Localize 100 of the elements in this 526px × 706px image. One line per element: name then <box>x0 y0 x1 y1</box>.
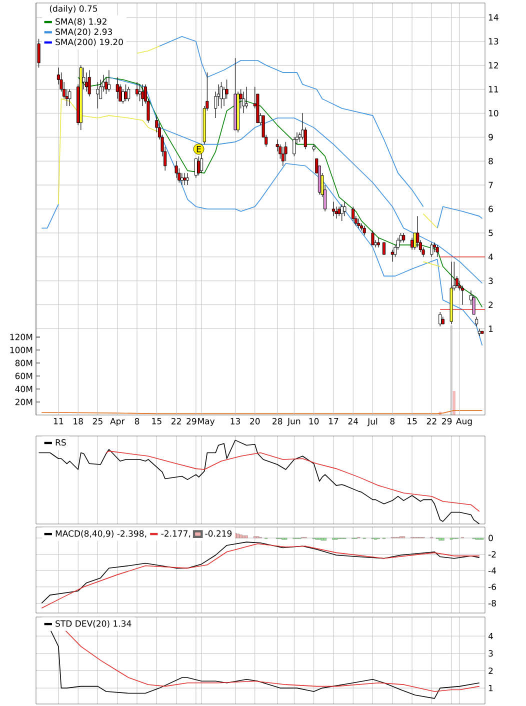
candlestick <box>334 206 338 219</box>
candlestick <box>244 86 248 109</box>
y-tick-label: 7 <box>488 182 493 188</box>
x-tick-label: 15 <box>408 418 417 424</box>
legend-label: SMA(20) 2.93 <box>56 28 112 36</box>
candlestick <box>436 244 439 258</box>
candlestick <box>225 79 228 100</box>
candlestick <box>416 216 420 248</box>
line-series <box>108 76 483 284</box>
annotation: E <box>196 146 201 152</box>
x-tick-label: 10 <box>309 418 319 424</box>
x-tick-label: Aug <box>456 418 472 426</box>
candlestick <box>220 82 223 109</box>
candlestick <box>390 249 394 262</box>
x-tick-label: Jul <box>367 418 378 426</box>
candlestick <box>242 91 246 114</box>
x-tick-label: Jun <box>287 418 300 426</box>
y2-tick-label: 120M <box>10 334 32 340</box>
y-tick-label: 1 <box>488 684 493 692</box>
y-tick-label: 5 <box>488 230 493 236</box>
legend-label: RS <box>56 439 66 446</box>
candlestick <box>116 76 119 100</box>
candlestick <box>138 84 142 102</box>
x-tick-label: 28 <box>272 418 282 424</box>
y-tick-label: 1 <box>488 326 493 332</box>
candlestick <box>141 84 144 106</box>
line-series <box>58 98 160 205</box>
y-tick-label: 3 <box>488 650 493 657</box>
y-tick-label: -4 <box>488 568 496 574</box>
candlestick <box>298 132 302 142</box>
candlestick <box>127 86 130 102</box>
candlestick <box>292 136 296 157</box>
y2-tick-label: 20M <box>15 398 32 406</box>
x-tick-label: 25 <box>92 418 102 424</box>
candlestick <box>357 218 360 228</box>
y-tick-label: 4 <box>488 254 493 260</box>
x-tick-label: 11 <box>54 418 64 424</box>
y-tick-label: 13 <box>488 38 498 45</box>
y-tick-label: -2 <box>488 551 496 558</box>
candlestick <box>475 316 478 327</box>
candlestick <box>197 156 200 176</box>
candlestick <box>438 312 442 327</box>
candlestick <box>180 172 184 186</box>
candlestick <box>382 242 386 255</box>
y-tick-label: 10 <box>488 110 498 116</box>
candlestick <box>371 230 374 246</box>
candlestick <box>174 160 178 178</box>
x-tick-label: 29 <box>186 418 196 424</box>
candlestick <box>472 294 476 315</box>
y-tick-label: 2 <box>488 302 493 308</box>
x-tick-label: 13 <box>230 418 240 424</box>
y-tick-label: -6 <box>488 584 496 590</box>
candlestick <box>362 225 366 236</box>
candlestick <box>124 84 128 102</box>
x-tick-label: 17 <box>328 418 338 424</box>
x-tick-label: 20 <box>250 418 260 424</box>
x-tick-label: Apr <box>110 418 125 426</box>
candlestick <box>96 82 100 109</box>
y2-tick-label: 40M <box>15 386 32 392</box>
y-tick-label: 12 <box>488 62 498 68</box>
y-tick-label: 0 <box>488 534 493 542</box>
chart-title: (daily) 0.75 <box>50 5 98 14</box>
candlestick <box>183 172 186 186</box>
candlestick <box>402 232 406 243</box>
x-tick-label: 8 <box>134 418 140 424</box>
candlestick <box>430 242 434 258</box>
legend-label: MACD(8,40,9) -2.398, <box>56 530 146 538</box>
y2-tick-label: 80M <box>15 360 32 366</box>
x-tick-label: 22 <box>172 418 181 424</box>
y-tick-label: 9 <box>488 134 493 140</box>
candlestick <box>332 202 335 216</box>
x-tick-label: 29 <box>442 418 452 424</box>
legend-label: SMA(200) 19.20 <box>56 38 123 46</box>
legend-label: -0.219 <box>205 530 232 537</box>
y-tick-label: 4 <box>488 632 493 640</box>
x-tick-label: May <box>198 418 215 426</box>
x-tick-label: 24 <box>348 418 358 424</box>
legend-label: -2.177, <box>161 530 190 538</box>
legend-label: SMA(8) 1.92 <box>56 18 106 26</box>
y-tick-label: 14 <box>488 14 498 20</box>
candlestick <box>338 206 341 216</box>
candlestick <box>107 70 110 92</box>
y-tick-label: 3 <box>488 278 493 284</box>
y-tick-label: 8 <box>488 158 493 164</box>
y-tick-label: 6 <box>488 206 493 212</box>
y-tick-label: 11 <box>488 86 498 92</box>
y-tick-label: 2 <box>488 668 493 674</box>
candlestick <box>343 202 346 216</box>
candlestick <box>88 70 91 97</box>
candlestick <box>68 88 72 106</box>
candlestick <box>461 285 464 306</box>
x-tick-label: 18 <box>74 418 83 424</box>
candlestick <box>37 38 40 68</box>
x-tick-label: 15 <box>152 418 162 424</box>
candlestick <box>376 237 380 248</box>
y2-tick-label: 100M <box>10 346 32 354</box>
y-tick-label: -8 <box>488 600 496 606</box>
candlestick <box>186 172 190 186</box>
x-tick-label: 22 <box>426 418 436 424</box>
candlestick <box>281 146 284 166</box>
